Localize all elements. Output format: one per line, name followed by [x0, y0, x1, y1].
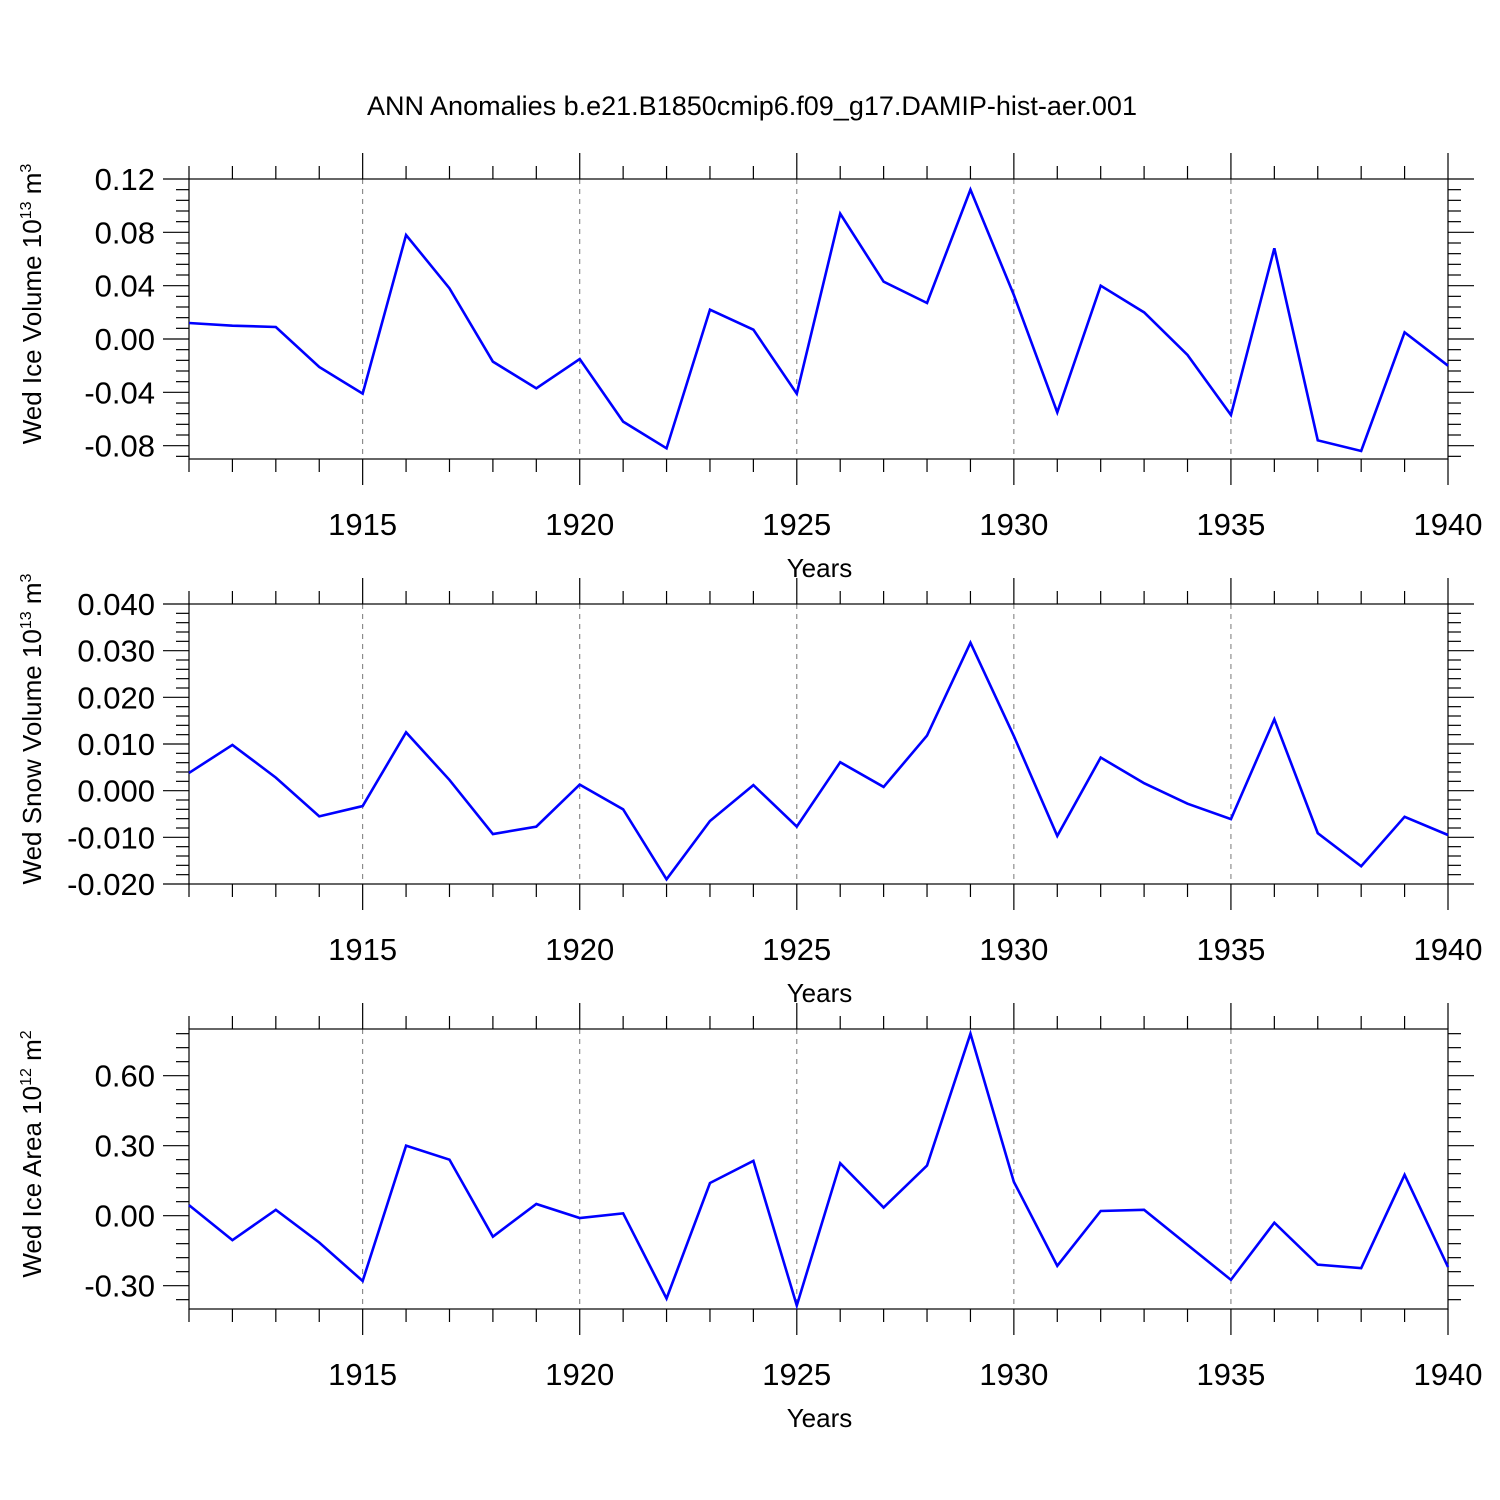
y-tick-label: 0.040 [77, 587, 155, 622]
y-tick-label: -0.08 [84, 429, 155, 464]
y-tick-label: -0.30 [84, 1269, 155, 1304]
y-tick-label: 0.08 [95, 215, 155, 250]
y-axis-label-exponent: 13 [18, 611, 35, 629]
x-axis-label: Years [787, 553, 853, 583]
y-tick-label: 0.60 [95, 1059, 155, 1094]
x-tick-label: 1930 [979, 932, 1048, 967]
y-tick-label: 0.12 [95, 162, 155, 197]
x-tick-label: 1920 [545, 507, 614, 542]
y-axis-label-part: m [17, 1039, 47, 1068]
panel-2: 1915 1920 1925 1930 1935 1940 -0.020 -0.010 0.00… [17, 573, 1482, 1008]
y-axis-label-part: Wed Ice Volume 10 [17, 219, 47, 444]
y-axis-label-exponent: 2 [18, 1030, 35, 1039]
y-axis-label: Wed Ice Volume 1013 m3 [17, 164, 47, 445]
x-tick-label: 1935 [1196, 1357, 1265, 1392]
y-tick-label: 0.000 [77, 774, 155, 809]
x-tick-label: 1935 [1196, 932, 1265, 967]
x-tick-label: 1920 [545, 1357, 614, 1392]
x-tick-label: 1930 [979, 507, 1048, 542]
y-axis-label-part: m [17, 582, 47, 611]
series-line-wed-ice-volume [188, 186, 1449, 453]
x-tick-label: 1925 [762, 507, 831, 542]
x-axis-label: Years [787, 978, 853, 1008]
panel-1: 1915 1920 1925 1930 1935 1940 -0.08 -0.04 0.00 0.… [17, 153, 1482, 583]
y-axis-label-exponent: 3 [18, 164, 35, 173]
y-tick-label: -0.04 [84, 375, 155, 410]
y-axis-label-part: Wed Ice Area 10 [17, 1086, 47, 1278]
x-tick-label: 1915 [328, 932, 397, 967]
x-tick-label: 1940 [1414, 1357, 1483, 1392]
plot-frame [188, 603, 1449, 885]
y-axis-label: Wed Snow Volume 1013 m3 [17, 573, 47, 884]
x-tick-label: 1935 [1196, 507, 1265, 542]
x-tick-label: 1925 [762, 932, 831, 967]
x-tick-label: 1925 [762, 1357, 831, 1392]
y-tick-label: 0.00 [95, 1199, 155, 1234]
x-tick-label: 1930 [979, 1357, 1048, 1392]
series-line-wed-ice-area [188, 1029, 1450, 1310]
y-axis-label-exponent: 12 [18, 1068, 35, 1086]
x-tick-label: 1940 [1414, 932, 1483, 967]
x-tick-label: 1915 [328, 507, 397, 542]
plot-frame [188, 1028, 1449, 1310]
y-axis-label-exponent: 13 [18, 201, 35, 219]
y-tick-label: 0.30 [95, 1129, 155, 1164]
y-tick-label: 0.04 [95, 269, 155, 304]
y-tick-label: -0.020 [67, 867, 155, 902]
x-tick-label: 1940 [1414, 507, 1483, 542]
y-tick-label: 0.00 [95, 322, 155, 357]
y-axis-label-part: Wed Snow Volume 10 [17, 629, 47, 884]
panel-3: 1915 1920 1925 1930 1935 1940 -0.30 0.00 0.30 0.6… [17, 1003, 1482, 1433]
y-tick-label: 0.010 [77, 727, 155, 762]
y-axis-label: Wed Ice Area 1012 m2 [17, 1030, 47, 1277]
plot-frame [188, 178, 1449, 460]
series-line-wed-snow-volume [188, 639, 1449, 882]
y-tick-label: 0.030 [77, 634, 155, 669]
y-tick-label: -0.010 [67, 820, 155, 855]
y-tick-label: 0.020 [77, 680, 155, 715]
x-tick-label: 1915 [328, 1357, 397, 1392]
chart-title: ANN Anomalies b.e21.B1850cmip6.f09_g17.D… [367, 91, 1137, 121]
panels: 1915 1920 1925 1930 1935 1940 -0.08 -0.04 0.00 0.… [17, 153, 1482, 1433]
y-axis-label-part: m [17, 173, 47, 202]
x-tick-label: 1920 [545, 932, 614, 967]
y-axis-label-exponent: 3 [18, 573, 35, 582]
x-axis-label: Years [787, 1403, 853, 1433]
